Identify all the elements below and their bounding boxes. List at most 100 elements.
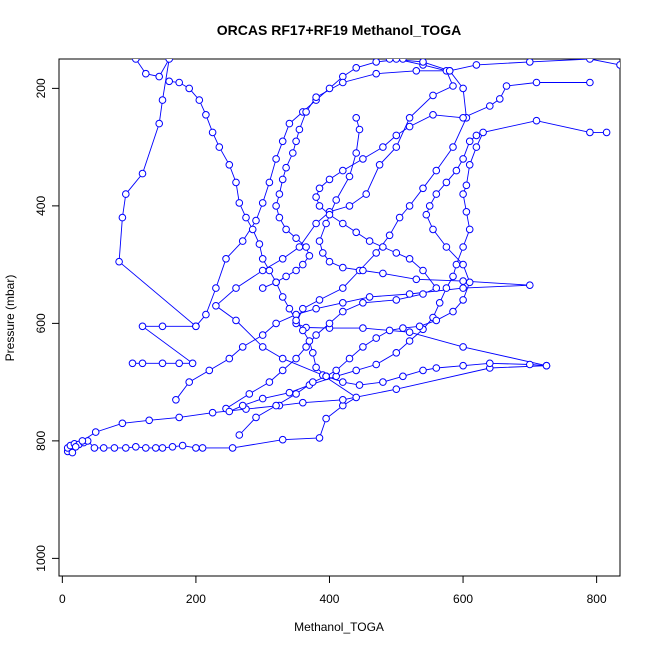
data-point [78, 437, 87, 445]
data-point [315, 202, 324, 210]
data-point [422, 210, 431, 219]
data-point [305, 337, 314, 345]
data-point [312, 304, 320, 313]
data-point [265, 378, 274, 386]
data-point [526, 281, 534, 290]
data-point [359, 299, 367, 307]
data-point [158, 322, 167, 331]
y-tick-label: 600 [34, 313, 48, 333]
data-point [459, 343, 467, 351]
data-point [322, 372, 330, 381]
data-point [299, 326, 307, 335]
data-point [465, 137, 474, 146]
data-point [132, 443, 140, 451]
data-point [405, 290, 414, 298]
data-point [472, 61, 481, 69]
series-line-7 [238, 135, 477, 436]
data-point [278, 175, 287, 184]
data-point [352, 149, 361, 157]
data-point [459, 84, 467, 93]
data-point [232, 178, 240, 187]
x-tick-label: 600 [453, 592, 473, 606]
data-point [258, 343, 267, 351]
data-point [258, 266, 267, 275]
data-point [222, 254, 230, 263]
data-point [526, 59, 534, 66]
data-point [412, 275, 421, 284]
data-point [292, 137, 300, 146]
data-point [155, 119, 163, 128]
series-line-2 [118, 59, 198, 364]
data-point [315, 184, 324, 193]
data-point [586, 78, 594, 87]
data-point [362, 190, 371, 198]
data-point [449, 272, 457, 281]
data-point [339, 299, 347, 307]
data-point [442, 178, 451, 187]
data-point [415, 322, 424, 331]
data-point [462, 181, 471, 190]
data-point [465, 278, 474, 287]
data-point [285, 119, 294, 128]
data-point [399, 324, 407, 332]
data-point [472, 131, 481, 140]
data-point [359, 324, 367, 332]
data-point [299, 260, 307, 269]
data-point [392, 385, 401, 394]
data-point [432, 364, 441, 372]
data-point [122, 190, 130, 198]
data-point [339, 284, 347, 292]
data-point [292, 390, 300, 398]
data-point [352, 366, 361, 375]
data-point [345, 202, 354, 210]
data-point [419, 184, 427, 193]
y-axis: 200 400 600 800 1000 [34, 78, 60, 572]
data-point [425, 202, 434, 210]
data-point [272, 202, 280, 210]
data-point [312, 363, 320, 372]
y-axis-label: Pressure (mbar) [3, 275, 17, 362]
data-point [122, 444, 130, 452]
data-point [345, 172, 354, 181]
data-point [459, 260, 467, 269]
chart-title: ORCAS RF17+RF19 Methanol_TOGA [217, 22, 461, 38]
data-point [392, 131, 401, 140]
data-point [91, 428, 100, 436]
data-point [542, 361, 551, 370]
data-point [339, 166, 347, 175]
data-point [459, 190, 467, 198]
data-point [379, 378, 387, 386]
data-point [265, 266, 274, 275]
data-point [325, 210, 334, 219]
data-point [312, 331, 320, 339]
data-point [419, 366, 427, 375]
data-point [142, 444, 150, 452]
data-point [142, 69, 150, 78]
data-point [168, 443, 177, 451]
data-point [432, 284, 441, 292]
data-point [312, 93, 320, 101]
data-point [385, 231, 394, 240]
y-tick-label: 400 [34, 196, 48, 216]
data-point [459, 155, 467, 163]
data-point [359, 155, 367, 163]
data-point [502, 82, 511, 90]
data-point [198, 444, 207, 452]
data-point [459, 114, 467, 122]
data-point [225, 161, 234, 169]
data-point [258, 284, 267, 292]
series-line-8 [262, 59, 620, 289]
data-point [449, 307, 457, 316]
data-point [395, 213, 404, 222]
y-tick-label: 1000 [34, 545, 48, 572]
data-point [392, 296, 401, 304]
data-point [235, 199, 244, 207]
data-point [278, 293, 287, 301]
data-point [339, 307, 347, 316]
data-point [71, 443, 80, 451]
data-point [265, 178, 274, 187]
series-layer [63, 59, 620, 457]
data-point [278, 366, 287, 375]
data-point [359, 266, 367, 275]
